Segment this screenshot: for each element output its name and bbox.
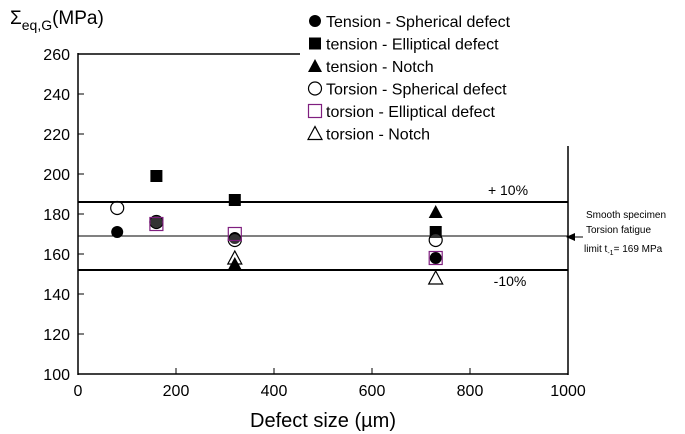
side-annotation-line2: Torsion fatigue bbox=[586, 225, 651, 236]
reference-lines: + 10% -10% bbox=[78, 182, 568, 289]
side-arrow-head bbox=[566, 233, 575, 241]
legend-marker bbox=[307, 81, 323, 96]
x-axis-label: Defect size (µm) bbox=[250, 410, 396, 432]
y-tick-label: 180 bbox=[43, 207, 70, 224]
series-0 bbox=[111, 216, 442, 264]
legend-marker bbox=[308, 59, 322, 72]
x-tick-label: 800 bbox=[457, 383, 484, 400]
data-point bbox=[150, 216, 163, 228]
data-point bbox=[149, 216, 164, 232]
y-tick-label: 200 bbox=[43, 167, 70, 184]
x-tick-label: 600 bbox=[359, 383, 386, 400]
legend-item: torsion - Notch bbox=[306, 125, 430, 144]
y-axis-label-unit: (MPa) bbox=[52, 8, 104, 29]
series-1 bbox=[150, 170, 442, 238]
data-point bbox=[428, 250, 443, 266]
legend-label: torsion - Elliptical defect bbox=[326, 104, 496, 121]
series-4 bbox=[149, 216, 443, 266]
x-tick-label: 400 bbox=[261, 383, 288, 400]
data-point bbox=[110, 200, 125, 216]
y-axis-label-sub: eq,G bbox=[22, 17, 52, 33]
y-tick-label: 140 bbox=[43, 287, 70, 304]
x-tick-label: 0 bbox=[74, 383, 83, 400]
y-tick-label: 120 bbox=[43, 327, 70, 344]
legend-item: Torsion - Spherical defect bbox=[307, 81, 507, 99]
series-5 bbox=[226, 249, 444, 285]
legend-item: tension - Elliptical defect bbox=[309, 37, 499, 54]
legend-marker bbox=[306, 125, 324, 141]
y-tick-label: 100 bbox=[43, 367, 70, 384]
data-point bbox=[111, 226, 124, 238]
y-tick-label: 240 bbox=[43, 87, 70, 104]
x-tick-label: 200 bbox=[163, 383, 190, 400]
legend: Tension - Spherical defect tension - Elli… bbox=[306, 14, 511, 144]
legend-item: tension - Notch bbox=[308, 59, 434, 76]
legend-item: torsion - Elliptical defect bbox=[307, 103, 496, 121]
legend-label: Torsion - Spherical defect bbox=[326, 82, 507, 99]
data-points bbox=[110, 170, 444, 285]
legend-item: Tension - Spherical defect bbox=[309, 14, 511, 31]
x-tick-label: 1000 bbox=[550, 383, 586, 400]
y-tick-label: 260 bbox=[43, 47, 70, 64]
y-axis-label-main: Σ bbox=[10, 8, 22, 29]
series-2 bbox=[227, 205, 443, 270]
side-annotation: Smooth specimen Torsion fatigue limit t-… bbox=[566, 210, 666, 257]
y-tick-label: 220 bbox=[43, 127, 70, 144]
data-point bbox=[150, 170, 163, 182]
legend-label: tension - Notch bbox=[326, 59, 434, 76]
series-3 bbox=[110, 200, 443, 248]
legend-marker bbox=[309, 15, 321, 27]
reference-line-label: + 10% bbox=[488, 182, 528, 198]
legend-label: torsion - Notch bbox=[326, 127, 430, 144]
legend-marker bbox=[307, 103, 323, 119]
y-tick-label: 160 bbox=[43, 247, 70, 264]
data-point bbox=[226, 249, 243, 265]
x-ticks: 0 200 400 600 800 1000 bbox=[74, 368, 586, 400]
legend-label: tension - Elliptical defect bbox=[326, 37, 499, 54]
reference-line-label: -10% bbox=[494, 273, 527, 289]
data-point bbox=[429, 226, 442, 238]
data-point bbox=[429, 252, 442, 264]
legend-label: Tension - Spherical defect bbox=[326, 14, 511, 31]
data-point bbox=[228, 194, 241, 206]
data-point bbox=[427, 269, 444, 285]
y-axis-label: Σeq,G(MPa) bbox=[10, 8, 104, 33]
y-ticks: 100 120 140 160 180 200 220 240 260 bbox=[43, 47, 84, 384]
side-annotation-line3-sub: -1 bbox=[607, 250, 613, 257]
data-point bbox=[428, 205, 443, 218]
side-annotation-line1: Smooth specimen bbox=[586, 210, 666, 221]
data-point bbox=[428, 232, 443, 248]
side-annotation-line3-suffix: = 169 MPa bbox=[614, 244, 663, 255]
legend-marker bbox=[309, 37, 321, 50]
data-point bbox=[227, 226, 242, 242]
side-annotation-line3-prefix: limit t bbox=[584, 244, 608, 255]
side-annotation-line3: limit t-1= 169 MPa bbox=[584, 244, 663, 257]
axes bbox=[77, 53, 569, 375]
